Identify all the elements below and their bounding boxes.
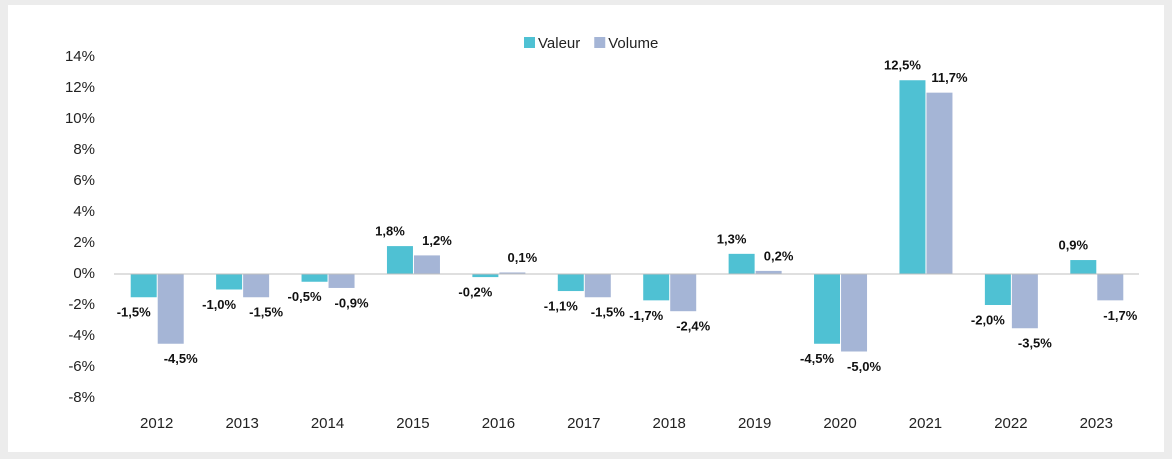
- x-tick-label: 2021: [909, 415, 942, 432]
- legend-swatch: [524, 37, 535, 48]
- value-label: -4,5%: [164, 351, 198, 366]
- y-tick-label: 4%: [73, 203, 95, 220]
- y-tick-label: 2%: [73, 234, 95, 251]
- value-label: -0,5%: [288, 289, 322, 304]
- value-label: -5,0%: [847, 359, 881, 374]
- y-tick-label: 8%: [73, 141, 95, 158]
- x-tick-label: 2018: [653, 415, 686, 432]
- value-label: -0,9%: [335, 295, 369, 310]
- bar: [157, 274, 184, 344]
- bar: [301, 274, 328, 282]
- value-label: -2,4%: [676, 319, 710, 334]
- value-label: 12,5%: [884, 58, 921, 73]
- y-tick-label: -6%: [68, 358, 95, 375]
- bar: [499, 272, 526, 274]
- y-tick-label: 12%: [65, 79, 95, 96]
- legend-label: Valeur: [538, 35, 580, 52]
- value-label: 1,8%: [375, 224, 405, 239]
- value-label: 1,2%: [422, 233, 452, 248]
- bar: [386, 246, 413, 274]
- bar: [413, 255, 440, 274]
- bar: [472, 274, 499, 278]
- x-tick-label: 2017: [567, 415, 600, 432]
- bar: [1070, 260, 1097, 274]
- value-label: -1,5%: [117, 305, 151, 320]
- x-tick-label: 2019: [738, 415, 771, 432]
- x-tick-label: 2023: [1080, 415, 1113, 432]
- legend-label: Volume: [608, 35, 658, 52]
- y-tick-label: -8%: [68, 389, 95, 406]
- value-label: -3,5%: [1018, 336, 1052, 351]
- value-label: 0,2%: [764, 248, 794, 263]
- y-tick-label: 6%: [73, 172, 95, 189]
- value-label: 0,9%: [1058, 237, 1088, 252]
- value-label: -1,7%: [629, 308, 663, 323]
- bar: [584, 274, 611, 298]
- bar: [243, 274, 270, 298]
- bar: [130, 274, 157, 298]
- y-tick-label: 14%: [65, 48, 95, 65]
- value-label: -1,5%: [249, 305, 283, 320]
- value-label: 11,7%: [931, 70, 968, 85]
- bar: [328, 274, 355, 288]
- x-tick-label: 2015: [396, 415, 429, 432]
- x-tick-label: 2022: [994, 415, 1027, 432]
- bar: [670, 274, 697, 312]
- value-label: -1,0%: [202, 297, 236, 312]
- x-tick-label: 2016: [482, 415, 515, 432]
- bar: [216, 274, 243, 290]
- value-label: -1,7%: [1103, 308, 1137, 323]
- bar: [728, 253, 755, 274]
- bar: [814, 274, 841, 344]
- bar: [841, 274, 868, 352]
- x-tick-label: 2020: [823, 415, 856, 432]
- bar: [899, 80, 926, 274]
- bar: [755, 270, 782, 274]
- bar: [643, 274, 670, 301]
- value-label: -1,5%: [591, 305, 625, 320]
- legend-swatch: [594, 37, 606, 48]
- value-label: 1,3%: [717, 231, 747, 246]
- x-tick-label: 2013: [225, 415, 258, 432]
- y-tick-label: 10%: [65, 110, 95, 127]
- value-label: -0,2%: [458, 285, 492, 300]
- y-tick-label: -4%: [68, 327, 95, 344]
- value-label: -2,0%: [971, 312, 1005, 327]
- chart-background: [8, 5, 1164, 452]
- x-tick-label: 2012: [140, 415, 173, 432]
- y-tick-label: 0%: [73, 265, 95, 282]
- bar: [1011, 274, 1038, 329]
- bar: [984, 274, 1011, 305]
- y-tick-label: -2%: [68, 296, 95, 313]
- value-label: -4,5%: [800, 351, 834, 366]
- x-tick-label: 2014: [311, 415, 344, 432]
- value-label: 0,1%: [508, 250, 538, 265]
- bar: [557, 274, 584, 292]
- value-label: -1,1%: [544, 298, 578, 313]
- bar: [926, 92, 953, 275]
- bar: [1097, 274, 1124, 301]
